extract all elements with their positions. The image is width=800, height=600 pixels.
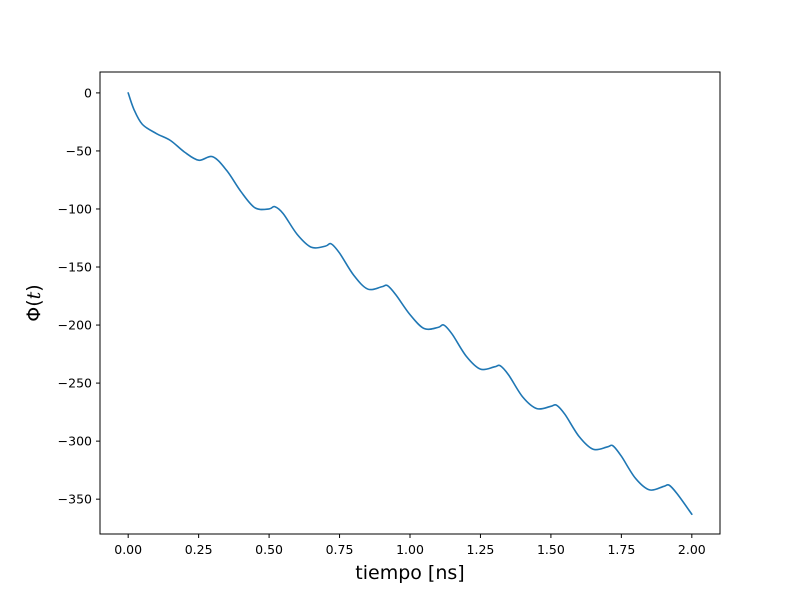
y-axis-label-suffix: ) <box>23 284 45 291</box>
x-tick-label: 2.00 <box>678 542 706 557</box>
y-tick-label: −300 <box>58 434 92 449</box>
x-tick-label: 1.00 <box>396 542 424 557</box>
y-tick-label: −350 <box>58 492 92 507</box>
x-tick-label: 1.50 <box>537 542 565 557</box>
x-axis-label: tiempo [ns] <box>355 562 464 584</box>
series-line-0 <box>127 92 693 516</box>
x-tick-label: 0.00 <box>114 542 142 557</box>
y-tick-label: −200 <box>58 318 92 333</box>
x-tick-label: 0.50 <box>255 542 283 557</box>
y-tick-label: −100 <box>58 201 92 216</box>
y-tick-label: −50 <box>66 143 92 158</box>
y-axis-label-prefix: Φ( <box>23 299 45 321</box>
y-tick-label: −250 <box>58 376 92 391</box>
x-tick-label: 0.75 <box>326 542 354 557</box>
y-tick-label: 0 <box>84 85 92 100</box>
x-tick-label: 1.75 <box>607 542 635 557</box>
y-axis-label: Φ(t) <box>23 284 45 321</box>
y-axis-label-var: t <box>23 291 45 299</box>
x-tick-label: 1.25 <box>467 542 495 557</box>
x-tick-label: 0.25 <box>185 542 213 557</box>
y-tick-label: −150 <box>58 260 92 275</box>
